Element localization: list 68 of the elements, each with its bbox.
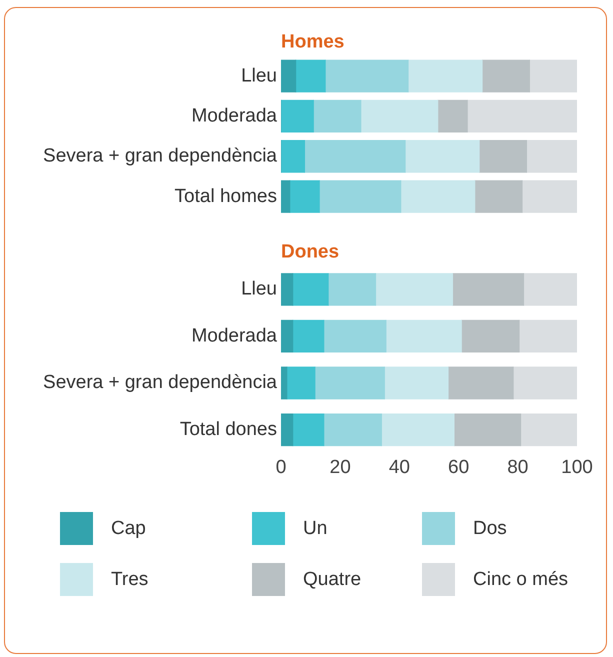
chart-title: Dones [281, 242, 340, 263]
y-tick-label: Moderada [191, 105, 278, 126]
bar [448, 366, 514, 400]
x-tick-label: 0 [276, 456, 286, 478]
legend-label: Tres [111, 568, 148, 590]
bar [281, 100, 314, 133]
bar [360, 100, 438, 133]
bar [461, 320, 520, 353]
bar [452, 273, 524, 306]
bar [482, 60, 530, 92]
bar [290, 180, 320, 213]
bar [313, 100, 362, 133]
bar [384, 366, 449, 400]
legend-label: Quatre [303, 568, 362, 590]
x-tick-label: 80 [507, 456, 528, 478]
y-tick-label: Lleu [241, 278, 277, 300]
y-tick-label: Severa + gran dependència [43, 146, 278, 167]
bar [438, 100, 468, 133]
legend-label: Cinc o més [473, 568, 568, 590]
bar [314, 366, 385, 400]
chart-title: Homes [281, 32, 344, 53]
bar [375, 273, 454, 306]
bar [304, 140, 406, 173]
bar [520, 413, 577, 446]
y-tick-label: Moderada [191, 325, 278, 346]
bar [319, 180, 402, 213]
bar [513, 366, 577, 400]
bar [529, 60, 577, 92]
bar [478, 140, 528, 173]
bar [328, 273, 376, 306]
bar [281, 140, 306, 173]
bar [474, 180, 523, 213]
bar [295, 60, 326, 92]
y-tick-label: Total dones [180, 419, 277, 440]
bar [404, 140, 480, 173]
bar [381, 413, 454, 446]
legend-label: Dos [473, 518, 507, 540]
bar [281, 273, 294, 306]
bar [286, 366, 316, 400]
x-tick-label: 40 [388, 456, 410, 478]
bar [400, 180, 476, 213]
bar [281, 413, 294, 446]
bar [292, 273, 329, 306]
bar [386, 320, 462, 353]
x-tick-label: 100 [561, 456, 593, 478]
bar [281, 180, 290, 213]
y-tick-label: Total homes [174, 186, 277, 207]
bar [292, 320, 324, 353]
x-tick-label: 60 [448, 456, 470, 478]
bar [281, 366, 288, 400]
bar [325, 60, 409, 92]
x-tick-label: 20 [330, 456, 351, 478]
bar [281, 320, 294, 353]
bar [523, 273, 577, 306]
bar [292, 413, 324, 446]
bar [324, 413, 382, 446]
bar [324, 320, 386, 353]
bar [526, 140, 577, 173]
bar [522, 180, 577, 213]
y-tick-label: Severa + gran dependència [43, 372, 278, 394]
legend-label: Cap [111, 518, 146, 540]
bar [467, 100, 577, 133]
bar [281, 60, 296, 92]
bar [518, 320, 577, 353]
legend-label: Un [303, 518, 328, 540]
y-tick-label: Lleu [241, 65, 277, 86]
bar [454, 413, 522, 446]
bar [408, 60, 483, 92]
